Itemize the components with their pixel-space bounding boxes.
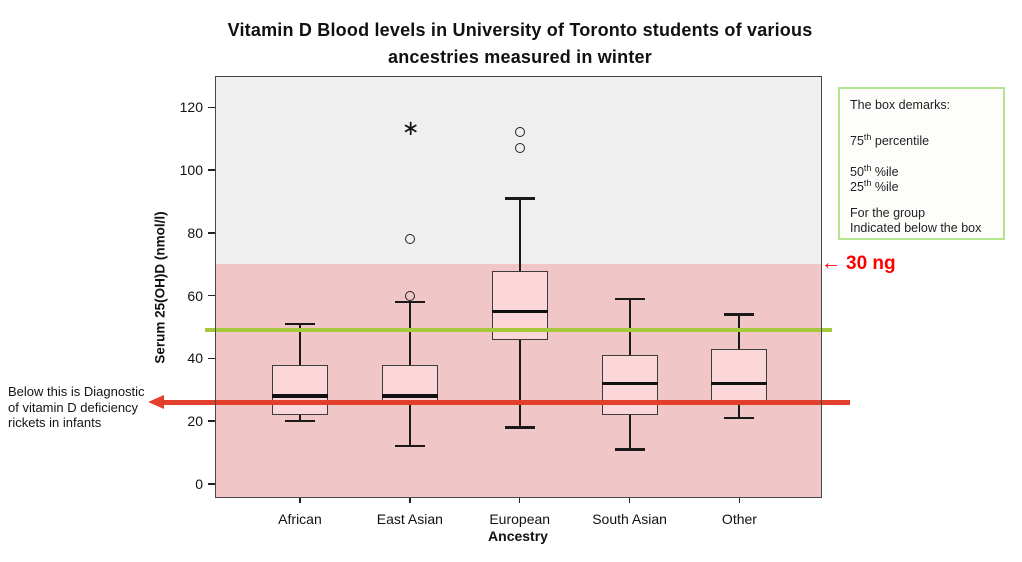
sufficiency-line (205, 327, 832, 333)
whisker-lower (738, 405, 741, 418)
legend-line-25th: 25th %ile (850, 178, 899, 195)
whisker-upper (518, 198, 521, 271)
whisker-cap-lower (284, 419, 315, 423)
category-label: East Asian (376, 511, 443, 527)
whisker-cap-lower (614, 448, 645, 451)
x-tick-mark (299, 498, 301, 503)
legend-box: The box demarks: 75th percentile 50th %i… (838, 87, 1005, 240)
whisker-cap-upper (394, 300, 425, 304)
y-tick-label: 60 (187, 287, 203, 304)
rickets-note-line2: of vitamin D deficiency (8, 399, 139, 415)
x-axis-title: Ancestry (488, 528, 548, 544)
whisker-upper (408, 301, 411, 365)
x-tick-mark (628, 498, 631, 503)
legend-line-heading: The box demarks: (850, 98, 951, 112)
whisker-lower (298, 414, 301, 422)
y-tick-mark (208, 294, 215, 297)
median-line (271, 394, 328, 398)
rickets-note: Below this is Diagnostic of vitamin D de… (8, 384, 145, 431)
plot-area: 0 20 40 60 80 100 120 African ∗ East Asian Europea… (148, 76, 850, 527)
whisker-lower (518, 339, 521, 428)
median-line (381, 394, 438, 398)
arrowhead-left-icon (148, 394, 164, 409)
whisker-cap-lower (724, 416, 755, 420)
y-tick-label: 120 (179, 99, 203, 116)
outlier-circle (404, 290, 415, 301)
legend-line-50th: 50th %ile (850, 163, 899, 180)
rickets-note-line3: rickets in infants (8, 415, 102, 430)
chart-title-line1: Vitamin D Blood levels in University of … (227, 20, 813, 40)
iqr-box-african (271, 364, 328, 415)
category-label: South Asian (592, 511, 667, 527)
y-tick-mark (208, 483, 215, 485)
y-tick-label: 40 (187, 350, 203, 367)
category-label: European (489, 511, 551, 527)
x-tick-mark (738, 498, 741, 503)
whisker-upper (298, 323, 301, 365)
y-tick-mark (208, 106, 215, 109)
y-tick-label: 20 (187, 413, 203, 430)
left-arrow-icon: ← (821, 252, 841, 275)
whisker-cap-upper (284, 322, 315, 326)
whisker-lower (408, 405, 411, 447)
outlier-circle (404, 234, 415, 245)
y-tick-label: 100 (179, 162, 203, 179)
iqr-box-east-asian (381, 364, 438, 406)
legend-line-group2: Indicated below the box (850, 221, 982, 235)
y-tick-mark (208, 232, 215, 234)
chart-title: Vitamin D Blood levels in University of … (120, 17, 920, 71)
y-tick-label: 80 (187, 224, 203, 241)
whisker-cap-upper (614, 297, 645, 301)
plot-background-upper (215, 76, 822, 265)
rickets-threshold-arrow (148, 394, 850, 409)
ng-threshold-text: 30 ng (846, 253, 896, 275)
median-line (601, 381, 658, 386)
whisker-cap-lower (394, 444, 425, 448)
y-tick-mark (208, 420, 215, 422)
whisker-cap-lower (504, 426, 535, 429)
whisker-upper (628, 298, 631, 356)
legend-line-75th: 75th percentile (850, 132, 930, 149)
whisker-cap-upper (724, 313, 755, 316)
outlier-circle (514, 127, 525, 138)
whisker-lower (628, 414, 631, 450)
category-label: African (278, 511, 322, 527)
outlier-circle (514, 143, 525, 154)
median-line (711, 381, 768, 386)
ng-threshold-label: ← 30 ng (821, 252, 896, 275)
extreme-outlier-star: ∗ (401, 117, 420, 141)
y-tick-mark (208, 169, 215, 171)
category-label: Other (721, 511, 757, 527)
whisker-cap-upper (504, 197, 535, 200)
iqr-box-other (711, 348, 768, 406)
median-line (491, 309, 548, 314)
chart-title-line2: ancestries measured in winter (388, 47, 652, 67)
x-tick-mark (409, 498, 411, 503)
legend-line-group1: For the group (850, 206, 926, 220)
y-tick-label: 0 (195, 475, 203, 492)
y-tick-mark (208, 357, 215, 360)
rickets-note-line1: Below this is Diagnostic (8, 384, 145, 399)
x-tick-mark (518, 498, 521, 503)
